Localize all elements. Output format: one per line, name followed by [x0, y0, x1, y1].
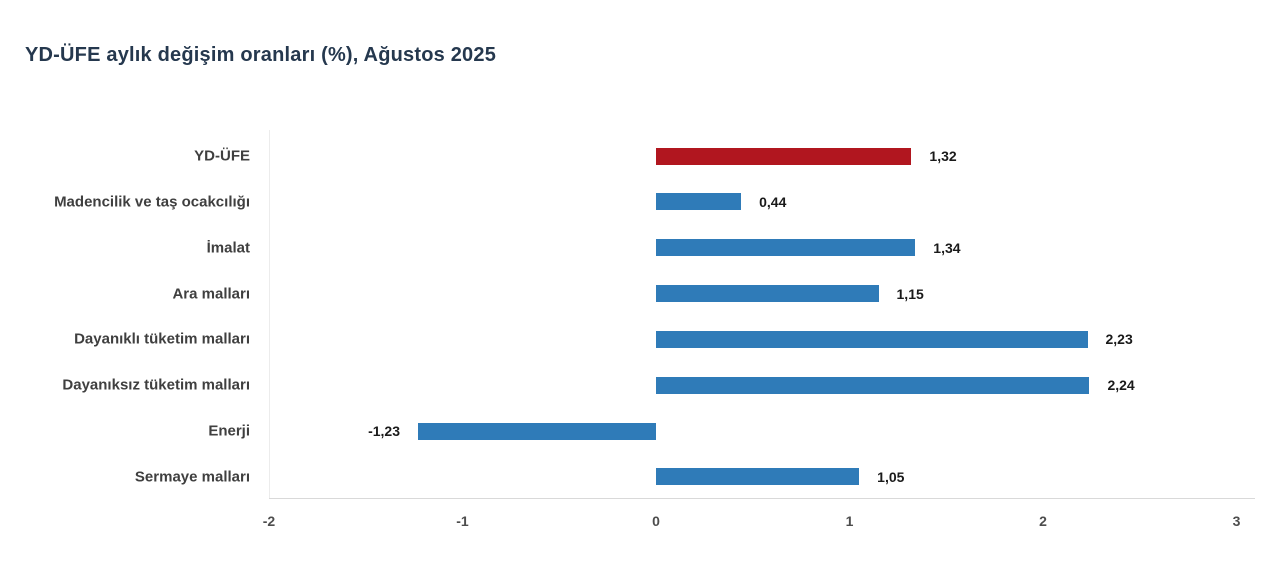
category-label: Ara malları	[172, 285, 250, 303]
bar-segment	[417, 422, 656, 440]
category-label: Sermaye malları	[134, 468, 250, 486]
x-axis-tick-label: -1	[456, 513, 469, 529]
bar-segment	[656, 376, 1090, 394]
x-axis-tick-label: 3	[1232, 513, 1241, 529]
bar-segment	[656, 193, 742, 211]
value-label: 2,24	[1107, 377, 1135, 394]
value-label: 1,15	[896, 285, 924, 302]
value-label: 2,23	[1105, 331, 1133, 348]
x-axis-line	[269, 498, 1255, 499]
x-axis-tick-label: 2	[1039, 513, 1047, 529]
bar-highlight	[656, 147, 912, 165]
plot-left-border	[269, 130, 270, 498]
category-label: Dayanıksız tüketim malları	[62, 376, 250, 394]
value-label: 1,34	[933, 239, 961, 256]
category-label: Enerji	[208, 422, 250, 440]
category-label: Dayanıklı tüketim malları	[74, 330, 250, 348]
value-label: 0,44	[759, 193, 787, 210]
chart-title: YD-ÜFE aylık değişim oranları (%), Ağust…	[25, 44, 497, 66]
bar-segment	[656, 330, 1088, 348]
category-label: YD-ÜFE	[194, 147, 250, 165]
value-label: 1,32	[929, 148, 957, 164]
bar-segment	[656, 285, 879, 303]
bar-segment	[656, 468, 860, 486]
value-label: -1,23	[368, 423, 400, 440]
x-axis-tick-label: 0	[652, 513, 660, 529]
category-label: İmalat	[206, 239, 250, 257]
x-axis-tick-label: 1	[845, 513, 854, 529]
x-axis-tick-label: -2	[262, 513, 276, 529]
bar-segment	[656, 239, 916, 257]
value-label: 1,05	[877, 468, 905, 485]
category-label: Madencilik ve taş ocakcılığı	[54, 193, 250, 211]
